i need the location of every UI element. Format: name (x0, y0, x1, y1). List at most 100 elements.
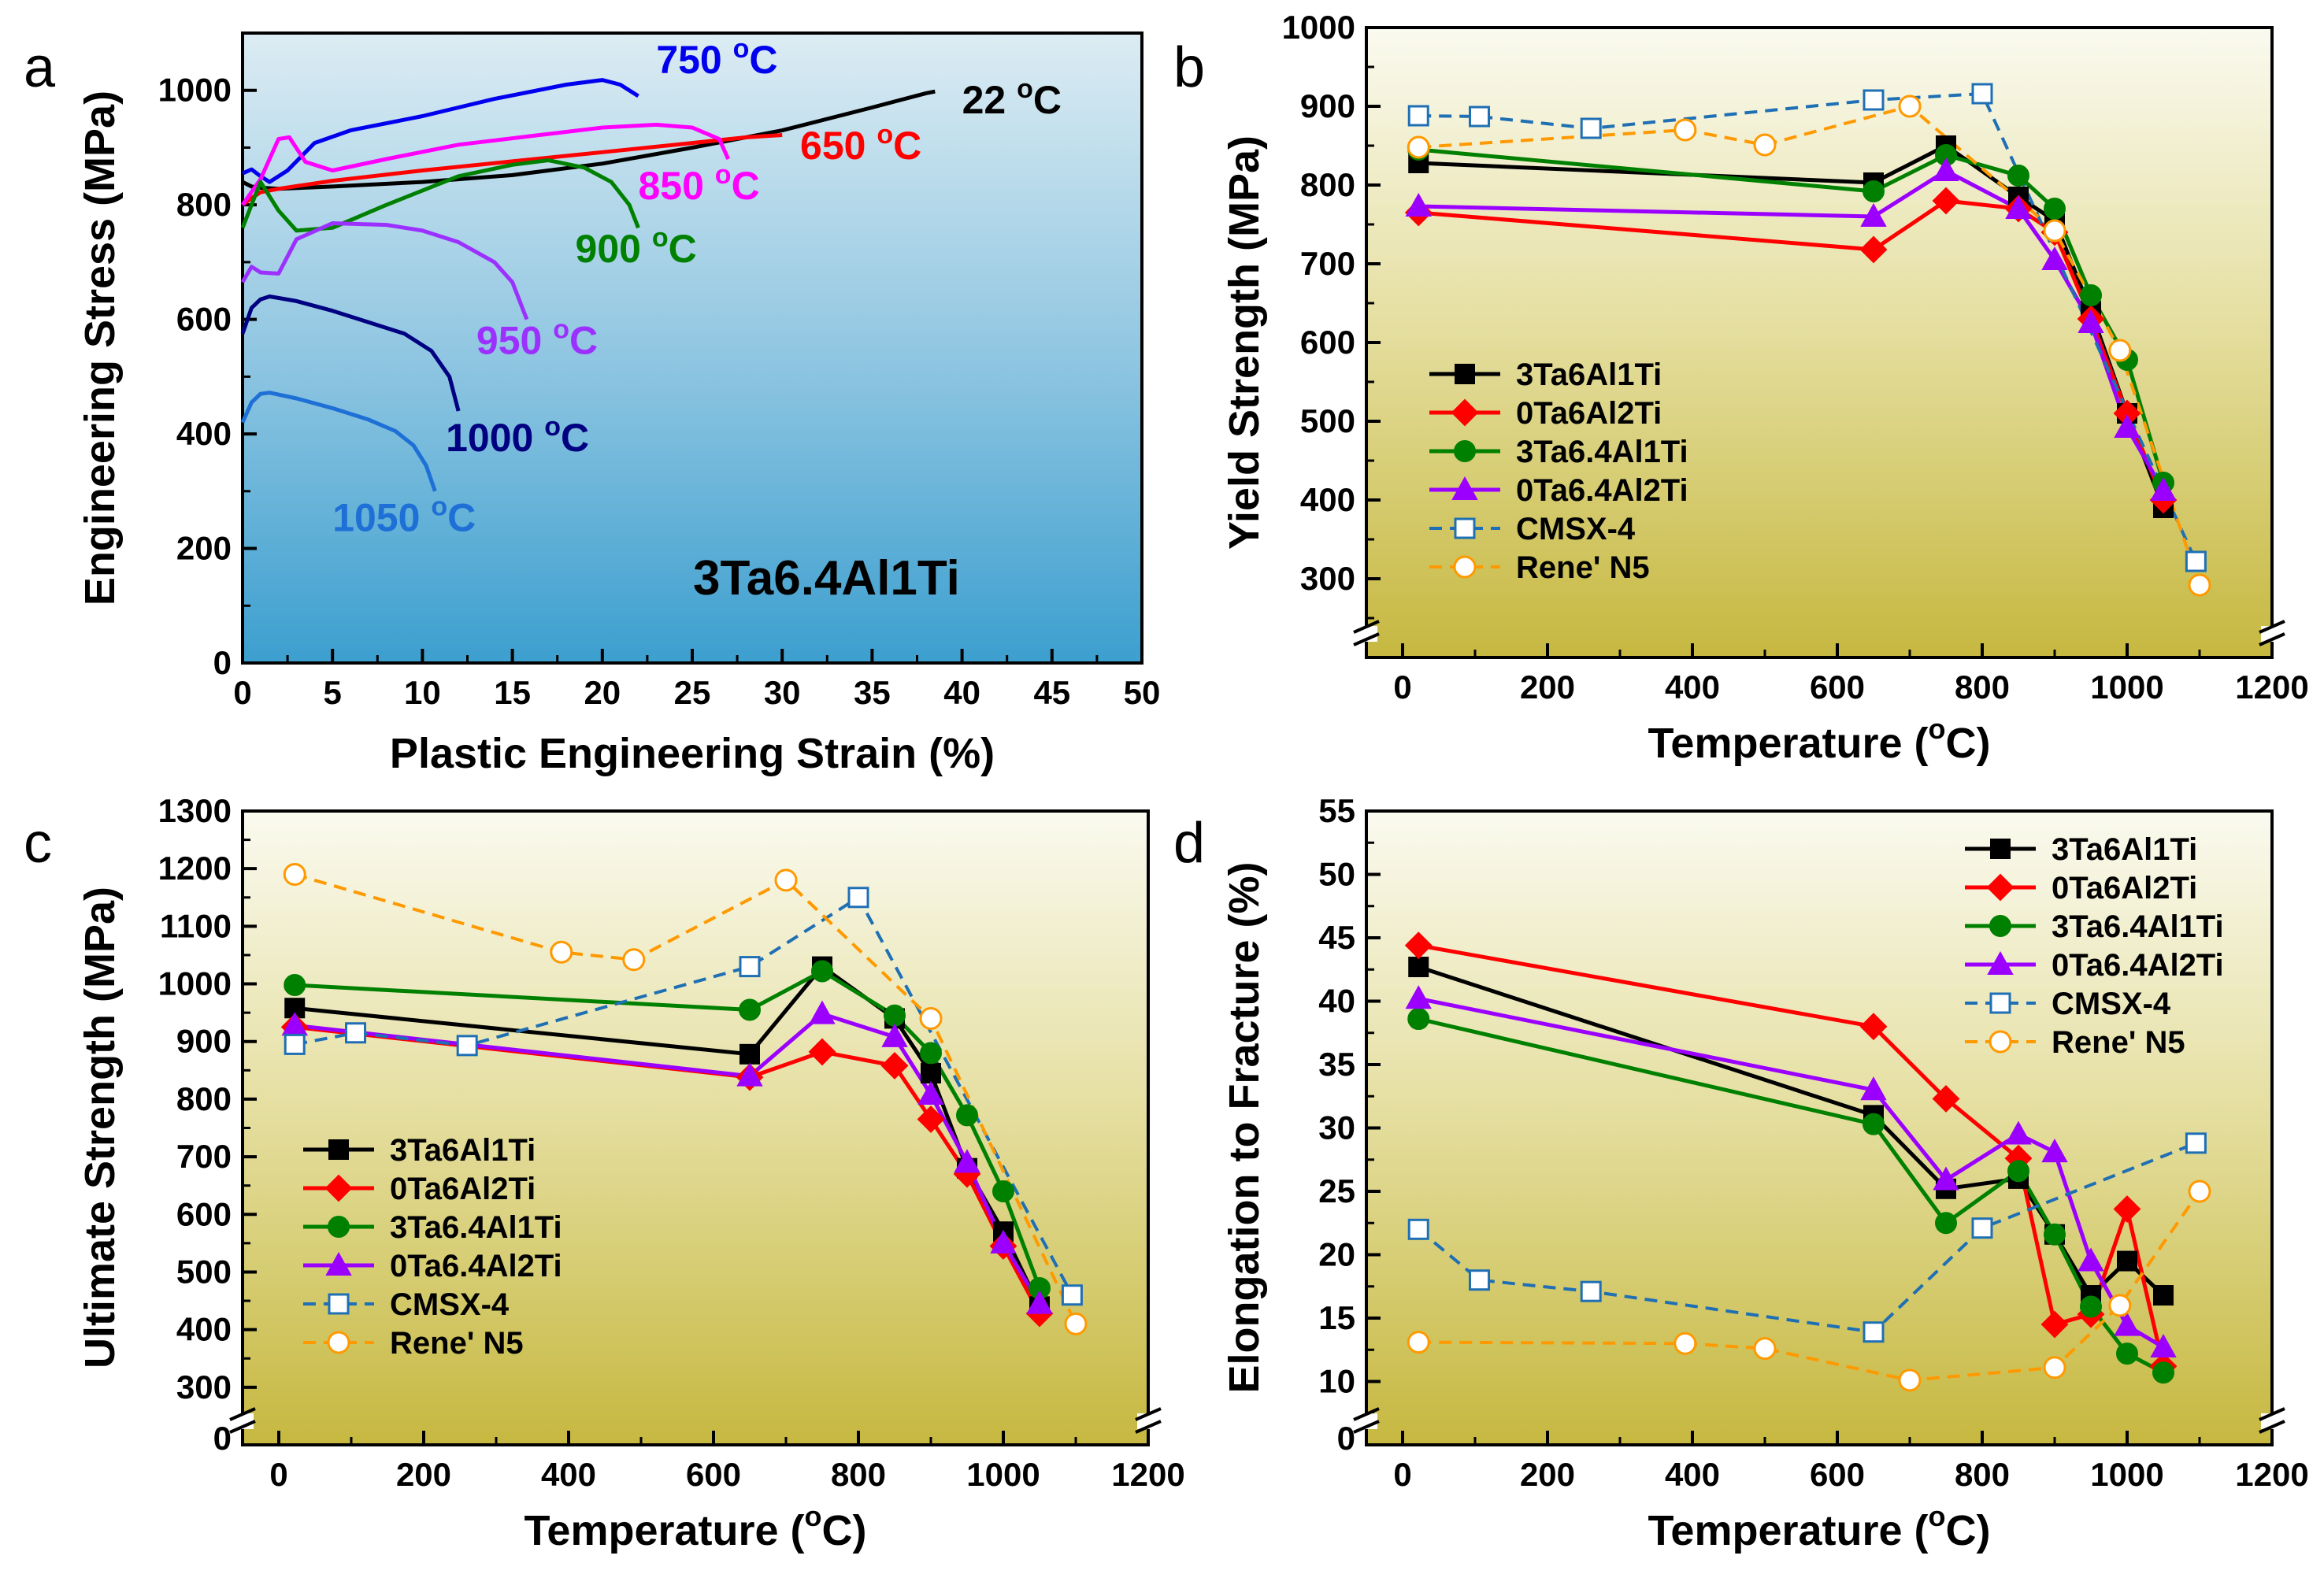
axis-ticks-c: 0 200 400 600 800 1000 1200 300 400 500 600 700 800 9… (158, 792, 1185, 1493)
data-point-rene-n5 (1064, 1312, 1088, 1335)
legend-marker-3ta6al1ti (1455, 364, 1475, 384)
data-point-cmsx-4 (1407, 1218, 1429, 1240)
data-point-0ta6-4al2ti (1860, 202, 1887, 227)
y-tick-label: 15 (1318, 1299, 1355, 1336)
x-tick-label: 50 (1124, 674, 1161, 711)
x-tick-label: 45 (1033, 674, 1070, 711)
legend-marker-0ta6al2ti (1986, 873, 2015, 902)
legend-label-cmsx-4: CMSX-4 (2052, 987, 2171, 1021)
data-point-0ta6-4al2ti (2150, 476, 2177, 501)
curve-label-1000-c: 1000 oC (446, 412, 589, 460)
panel-c: c 0 200 400 600 800 1000 1200 300 400 500 600 700 80… (24, 792, 1185, 1554)
data-point-cmsx-4 (345, 1022, 367, 1044)
data-point-rene-n5 (2188, 573, 2211, 597)
x-tick-label: 1200 (2235, 668, 2308, 706)
data-point-0ta6-4al2ti (990, 1229, 1017, 1254)
y-tick-label: 400 (176, 1311, 232, 1348)
legend-label-rene-n5: Rene' N5 (1516, 550, 1650, 585)
legend-marker-0ta6-4al2ti (1451, 476, 1478, 500)
y-tick-label: 1000 (158, 965, 232, 1002)
x-tick-label: 10 (404, 674, 441, 711)
x-tick-label: 200 (396, 1456, 451, 1493)
data-point-3ta6-4al1ti (992, 1180, 1014, 1202)
legend-marker-0ta6al2ti (1451, 398, 1479, 427)
y-tick-label: 30 (1318, 1109, 1355, 1146)
data-point-cmsx-4 (1580, 1280, 1602, 1302)
data-point-0ta6-4al2ti (1405, 985, 1432, 1009)
axis-ticks-d: 0 200 400 600 800 1000 1200 10 15 20 25 30 35 40 45 50 5… (1318, 792, 2308, 1493)
x-tick-label: 400 (541, 1456, 596, 1493)
y-tick-label-zero: 0 (1337, 1420, 1355, 1457)
x-tick-label: 600 (686, 1456, 741, 1493)
y-tick-label: 900 (176, 1023, 232, 1060)
data-point-cmsx-4 (739, 956, 761, 978)
panel-b: b 0 200 400 600 800 1000 1200 300 400 500 600 700 80… (1173, 9, 2309, 767)
data-point-cmsx-4 (847, 887, 869, 909)
y-tick-label: 400 (1300, 481, 1355, 518)
data-point-0ta6al2ti (1859, 235, 1888, 264)
data-point-cmsx-4 (1863, 89, 1885, 111)
y-tick-label: 20 (1318, 1236, 1355, 1273)
y-tick-label: 300 (1300, 560, 1355, 597)
data-point-0ta6al2ti (1404, 931, 1433, 960)
data-point-rene-n5 (550, 940, 573, 964)
series-group-d (1404, 931, 2211, 1392)
legend-marker-3ta6al1ti (1990, 839, 2011, 859)
curve-label-650-c: 650 oC (800, 120, 921, 168)
curve-label-22-c: 22 oC (962, 74, 1062, 122)
y-axis-label-b: Yield Strength (MPa) (1221, 135, 1268, 550)
data-point-0ta6-4al2ti (736, 1062, 763, 1087)
axis-break-mark (2259, 1407, 2285, 1421)
axis-break-mark (229, 1420, 256, 1434)
x-tick-label: 1000 (2090, 668, 2163, 706)
y-tick-label: 500 (176, 1253, 232, 1290)
plot-area-d (1365, 809, 2274, 1446)
curve-label-1050-c: 1050 oC (332, 492, 476, 540)
y-tick-label: 50 (1318, 856, 1355, 893)
data-point-3ta6-4al1ti (2044, 1223, 2066, 1246)
data-point-cmsx-4 (1971, 83, 1993, 105)
legend-marker-rene-n5 (1989, 1030, 2012, 1054)
data-point-3ta6-4al1ti (920, 1042, 942, 1065)
data-point-0ta6al2ti (1932, 1085, 1960, 1113)
data-point-3ta6al1ti (921, 1062, 941, 1083)
data-point-0ta6al2ti (1932, 187, 1960, 215)
y-tick-label: 300 (176, 1368, 232, 1405)
x-tick-label: 40 (943, 674, 980, 711)
x-tick-label: 30 (764, 674, 801, 711)
x-tick-label: 20 (584, 674, 621, 711)
data-point-0ta6-4al2ti (2041, 1139, 2068, 1163)
x-tick-label: 800 (831, 1456, 886, 1493)
legend-label-rene-n5: Rene' N5 (2052, 1025, 2185, 1060)
legend-label-0ta6-4al2ti: 0Ta6.4Al2Ti (390, 1249, 562, 1283)
data-point-0ta6-4al2ti (954, 1149, 980, 1173)
legend-label-cmsx-4: CMSX-4 (1516, 512, 1636, 546)
data-point-0ta6al2ti (808, 1038, 836, 1066)
y-tick-label: 800 (176, 186, 232, 223)
legend-label-3ta6al1ti: 3Ta6Al1Ti (1516, 357, 1662, 392)
plot-area-b (1365, 26, 2274, 659)
x-tick-label: 600 (1810, 1456, 1865, 1493)
y-tick-label: 200 (176, 530, 232, 567)
x-tick-label: 0 (233, 674, 251, 711)
axis-break-mark (2259, 1420, 2285, 1434)
data-point-cmsx-4 (1407, 105, 1429, 127)
x-tick-label: 1000 (2090, 1456, 2163, 1493)
legend-marker-cmsx-4 (1989, 992, 2011, 1014)
curve-22-c (241, 89, 936, 191)
y-axis-label-a: Engineering Stress (MPa) (76, 91, 124, 606)
legend-label-0ta6al2ti: 0Ta6Al2Ti (390, 1172, 536, 1206)
legend-label-0ta6al2ti: 0Ta6Al2Ti (2052, 871, 2197, 906)
legend-marker-0ta6-4al2ti (1987, 950, 2014, 975)
x-tick-label: 1000 (966, 1456, 1040, 1493)
series-group-b (1404, 83, 2211, 597)
plot-area-a (241, 31, 1143, 665)
data-point-3ta6-4al1ti (284, 974, 306, 997)
data-point-rene-n5 (622, 948, 646, 972)
data-point-3ta6-4al1ti (1935, 1212, 1957, 1235)
data-point-0ta6-4al2ti (2041, 246, 2068, 270)
axis-break-mark (229, 1407, 256, 1421)
y-tick-label: 700 (1300, 245, 1355, 282)
data-point-0ta6-4al2ti (1933, 1166, 1959, 1191)
